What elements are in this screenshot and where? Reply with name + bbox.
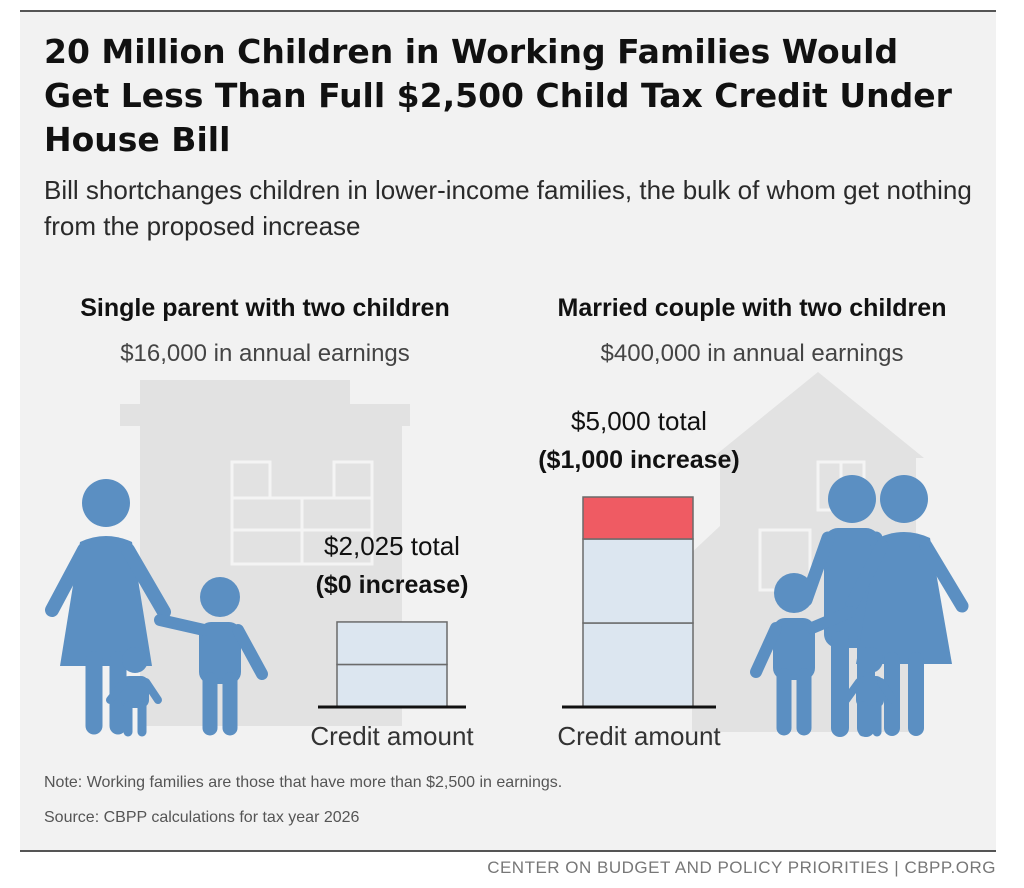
married-couple-increase-label: ($1,000 increase) bbox=[538, 446, 740, 474]
married-couple-heading: Married couple with two children bbox=[558, 294, 947, 322]
single-parent-earnings: $16,000 in annual earnings bbox=[120, 340, 410, 367]
married-couple-base-segment-2 bbox=[582, 538, 694, 624]
married-couple-axis-label: Credit amount bbox=[557, 721, 721, 751]
chart-subtitle: Bill shortchanges children in lower-inco… bbox=[44, 175, 972, 241]
chart-source: Source: CBPP calculations for tax year 2… bbox=[44, 809, 360, 826]
single-parent-base-segment-2 bbox=[336, 621, 448, 666]
single-parent-base-segment-1 bbox=[336, 663, 448, 708]
single-parent-total-label: $2,025 total bbox=[324, 531, 460, 561]
married-couple-increase-segment bbox=[582, 496, 694, 540]
apartment-building-icon bbox=[120, 380, 410, 726]
married-couple-base-segment-1 bbox=[582, 622, 694, 708]
married-couple-earnings: $400,000 in annual earnings bbox=[601, 340, 904, 367]
single-parent-axis-label: Credit amount bbox=[310, 721, 474, 751]
single-parent-family-icon bbox=[45, 479, 268, 737]
chart-title: 20 Million Children in Working Families … bbox=[44, 32, 952, 159]
married-couple-total-label: $5,000 total bbox=[571, 406, 707, 436]
married-couple-family-icon bbox=[750, 475, 969, 737]
footer-credit: CENTER ON BUDGET AND POLICY PRIORITIES |… bbox=[487, 858, 996, 877]
single-parent-increase-label: ($0 increase) bbox=[316, 571, 469, 599]
single-parent-heading: Single parent with two children bbox=[80, 294, 449, 322]
chart-note: Note: Working families are those that ha… bbox=[44, 774, 563, 791]
footer-rule bbox=[20, 850, 996, 852]
